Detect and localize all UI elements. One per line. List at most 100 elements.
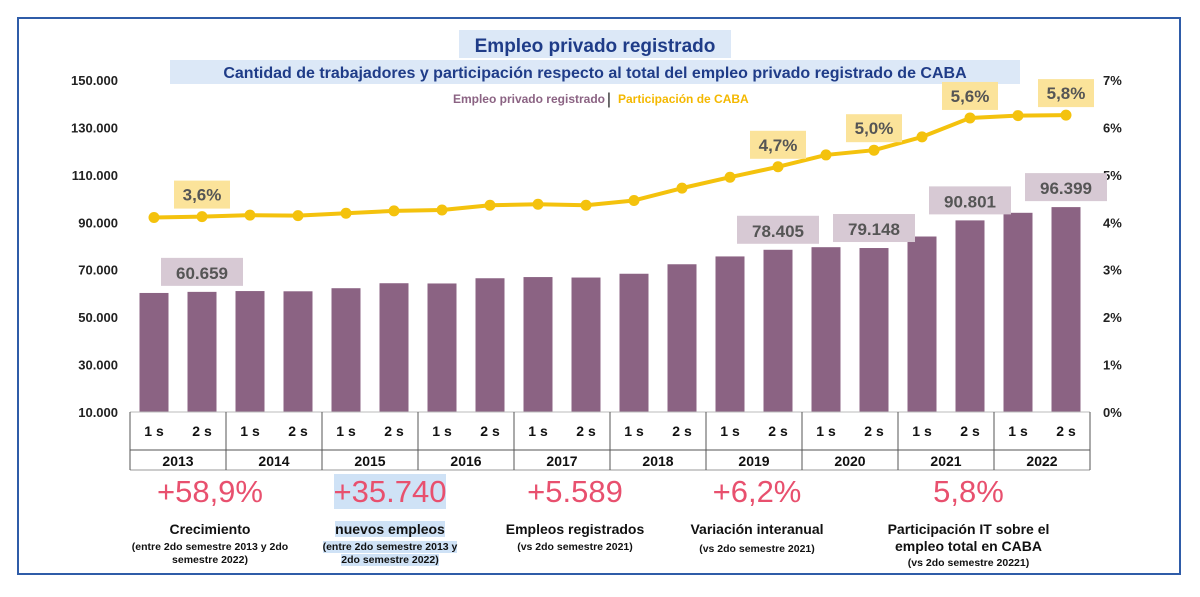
x-year-label: 2019 bbox=[738, 453, 769, 469]
bar bbox=[475, 278, 505, 412]
stat-it-share-note: (vs 2do semestre 20221) bbox=[907, 557, 1030, 569]
y-right-tick-label: 6% bbox=[1103, 120, 1122, 135]
y-left-tick-label: 30.000 bbox=[78, 358, 118, 373]
bar-value-label: 90.801 bbox=[944, 192, 996, 211]
line-point bbox=[340, 207, 352, 219]
x-semester-label: 1 s bbox=[912, 423, 932, 439]
line-value-label: 4,7% bbox=[759, 136, 798, 155]
line-point bbox=[244, 209, 256, 221]
line-value-label-bg bbox=[846, 114, 902, 143]
stat-growth-note: (entre 2do semestre 2013 y 2do semestre … bbox=[131, 541, 289, 566]
x-semester-label: 2 s bbox=[864, 423, 884, 439]
bar bbox=[139, 292, 169, 412]
bar bbox=[427, 283, 457, 412]
line-point bbox=[868, 144, 880, 156]
stat-interannual-value: +6,2% bbox=[712, 474, 802, 509]
bar bbox=[283, 291, 313, 412]
bar-value-label: 60.659 bbox=[176, 264, 228, 283]
line-value-label: 5,6% bbox=[951, 87, 990, 106]
stat-new-jobs-note: (entre 2do semestre 2013 y 2do semestre … bbox=[312, 541, 468, 567]
y-left-tick-label: 110.000 bbox=[72, 168, 118, 183]
line-point bbox=[532, 198, 544, 210]
x-semester-label: 2 s bbox=[960, 423, 980, 439]
line-point bbox=[772, 161, 784, 173]
line-point bbox=[916, 131, 928, 143]
line-value-label-bg bbox=[1038, 79, 1094, 108]
x-semester-label: 2 s bbox=[768, 423, 788, 439]
bar-value-label-bg bbox=[161, 257, 243, 286]
line-value-label-bg bbox=[174, 180, 230, 209]
x-semester-label: 1 s bbox=[240, 423, 260, 439]
bar bbox=[811, 247, 841, 412]
line-point bbox=[292, 210, 304, 222]
x-year-label: 2021 bbox=[930, 453, 961, 469]
bar-value-label: 79.148 bbox=[848, 220, 900, 239]
x-semester-label: 1 s bbox=[144, 423, 164, 439]
subtitle-highlight bbox=[170, 60, 1020, 84]
bar bbox=[1051, 207, 1081, 412]
bar-value-label: 96.399 bbox=[1040, 179, 1092, 198]
x-year-label: 2014 bbox=[258, 453, 289, 469]
x-year-label: 2013 bbox=[162, 453, 193, 469]
x-year-label: 2015 bbox=[354, 453, 385, 469]
chart-title: Empleo privado registrado bbox=[475, 36, 716, 57]
labels-layer: 60.659 78.405 79.148 90.801 96.399 3,6% 4,7% 5,… bbox=[161, 79, 1107, 286]
axes-layer: 10.000 30.000 50.000 70.000 90.000 110.000 130… bbox=[71, 73, 1122, 471]
line-point bbox=[628, 194, 640, 206]
chart-frame bbox=[17, 17, 1181, 575]
y-right-tick-label: 4% bbox=[1103, 215, 1122, 230]
bar-value-label-bg bbox=[929, 186, 1011, 215]
bar bbox=[715, 256, 745, 412]
y-left-tick-label: 10.000 bbox=[78, 405, 118, 420]
y-right-tick-label: 1% bbox=[1103, 358, 1122, 373]
legend: Empleo privado registrado | Participació… bbox=[453, 91, 749, 108]
stat-new-jobs-value-text: +35.740 bbox=[333, 474, 447, 509]
bar bbox=[1003, 212, 1033, 412]
stat-registered-note: (vs 2do semestre 2021) bbox=[517, 541, 633, 553]
bar bbox=[379, 283, 409, 412]
stat-it-share-label: Participación IT sobre el empleo total e… bbox=[887, 521, 1050, 554]
line-value-label-bg bbox=[942, 81, 998, 110]
bar bbox=[571, 277, 601, 412]
line-point bbox=[820, 149, 832, 161]
x-year-label: 2022 bbox=[1026, 453, 1057, 469]
y-right-tick-label: 2% bbox=[1103, 310, 1122, 325]
x-year-label: 2020 bbox=[834, 453, 865, 469]
x-semester-label: 2 s bbox=[480, 423, 500, 439]
stat-it-share-value: 5,8% bbox=[933, 474, 1004, 509]
line-point bbox=[148, 212, 160, 224]
bar-value-label: 78.405 bbox=[752, 222, 804, 241]
y-right-tick-label: 0% bbox=[1103, 405, 1122, 420]
stat-growth-value: +58,9% bbox=[156, 474, 263, 509]
line-point bbox=[580, 199, 592, 211]
legend-separator: | bbox=[607, 91, 611, 108]
legend-bars-label: Empleo privado registrado bbox=[453, 92, 605, 106]
x-year-label: 2017 bbox=[546, 453, 577, 469]
bar bbox=[907, 236, 937, 412]
x-semester-label: 2 s bbox=[576, 423, 596, 439]
title-highlight bbox=[459, 30, 731, 58]
line-point bbox=[388, 205, 400, 217]
x-semester-label: 1 s bbox=[336, 423, 356, 439]
x-semester-label: 2 s bbox=[192, 423, 212, 439]
x-semester-label: 1 s bbox=[816, 423, 836, 439]
stat-registered-value: +5.589 bbox=[527, 474, 623, 509]
line-point bbox=[1060, 109, 1072, 121]
y-left-tick-label: 90.000 bbox=[78, 215, 118, 230]
line-layer bbox=[148, 109, 1072, 224]
line-value-label: 5,8% bbox=[1047, 84, 1086, 103]
y-left-tick-label: 70.000 bbox=[78, 263, 118, 278]
line-point bbox=[724, 171, 736, 183]
stat-registered-label: Empleos registrados bbox=[505, 521, 645, 537]
line-point bbox=[964, 112, 976, 124]
stat-growth-label: Crecimiento bbox=[169, 521, 251, 537]
bar bbox=[331, 288, 361, 412]
line-point bbox=[196, 211, 208, 223]
y-right-tick-label: 5% bbox=[1103, 168, 1122, 183]
bar bbox=[955, 220, 985, 412]
bar bbox=[619, 273, 649, 412]
x-year-label: 2018 bbox=[642, 453, 673, 469]
x-semester-label: 2 s bbox=[384, 423, 404, 439]
x-semester-label: 2 s bbox=[1056, 423, 1076, 439]
